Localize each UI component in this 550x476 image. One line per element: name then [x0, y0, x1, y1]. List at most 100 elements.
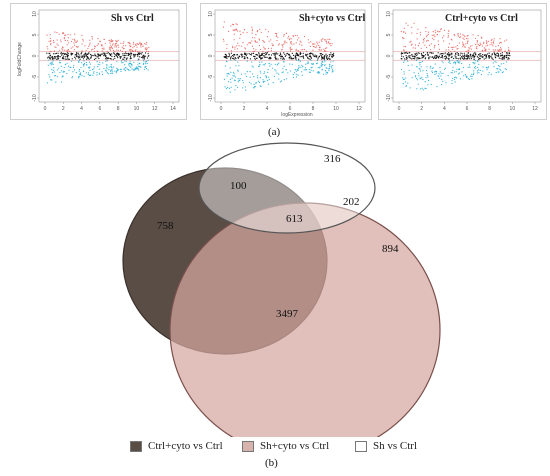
data-point	[121, 62, 123, 64]
data-point	[507, 49, 510, 52]
data-point	[294, 56, 297, 58]
data-point	[425, 87, 427, 90]
data-point	[318, 72, 321, 74]
ma-plot-ctrl-cyto: 0 2 4 6 8 10 12 10 5 0 -5 -10 Ctrl+cyto vs Ctrl	[378, 3, 547, 120]
data-point	[292, 58, 294, 60]
data-point	[485, 40, 487, 42]
data-point	[475, 54, 477, 56]
data-point	[130, 54, 132, 56]
data-point	[299, 60, 301, 62]
data-point	[140, 44, 142, 46]
data-point	[97, 43, 99, 45]
data-point	[462, 37, 464, 39]
data-point	[98, 72, 100, 74]
data-point	[496, 68, 498, 70]
data-point	[298, 65, 300, 67]
data-point	[250, 54, 253, 56]
data-point	[51, 61, 53, 63]
data-point	[474, 65, 476, 67]
data-point	[235, 29, 238, 31]
data-point	[88, 51, 90, 53]
data-point	[468, 78, 470, 81]
data-point	[237, 57, 239, 59]
data-point	[402, 83, 404, 85]
x-tick-label: 10	[134, 106, 140, 112]
data-point	[147, 53, 149, 55]
data-point	[303, 69, 305, 71]
data-point	[115, 46, 118, 48]
data-point	[267, 47, 270, 50]
data-point	[448, 57, 450, 59]
data-point	[459, 78, 462, 80]
data-point	[256, 57, 258, 60]
data-point	[54, 31, 56, 33]
data-point	[83, 56, 85, 58]
count-sh-cyto-only: 894	[382, 243, 399, 255]
data-point	[54, 53, 56, 55]
data-point	[322, 63, 324, 66]
data-point	[56, 56, 58, 58]
data-point	[294, 34, 296, 37]
data-point	[278, 55, 280, 57]
data-point	[81, 34, 83, 36]
data-point	[418, 52, 420, 55]
data-point	[116, 71, 118, 73]
data-point	[265, 75, 267, 77]
data-point	[420, 47, 422, 49]
data-point	[291, 63, 293, 65]
data-point	[258, 39, 260, 41]
data-point	[431, 52, 433, 54]
data-point	[487, 44, 489, 47]
data-point	[271, 67, 274, 69]
data-point	[444, 67, 446, 69]
data-point	[82, 38, 84, 41]
data-point	[284, 41, 286, 43]
data-point	[110, 58, 112, 60]
data-point	[54, 46, 56, 48]
data-point	[499, 42, 501, 44]
data-point	[62, 71, 64, 73]
data-point	[321, 55, 323, 57]
data-point	[67, 40, 69, 42]
data-point	[430, 43, 432, 45]
data-point	[508, 47, 510, 49]
data-point	[425, 40, 428, 42]
data-point	[257, 77, 259, 79]
data-point	[236, 23, 238, 26]
data-point	[61, 57, 64, 60]
data-point	[408, 52, 410, 54]
data-point	[290, 56, 292, 58]
data-point	[119, 57, 121, 59]
data-point	[81, 62, 83, 64]
data-point	[268, 78, 270, 81]
data-point	[310, 59, 312, 62]
data-point	[143, 60, 145, 62]
data-point	[258, 52, 260, 54]
data-point	[475, 43, 477, 46]
data-point	[92, 48, 94, 50]
data-point	[262, 80, 264, 83]
data-point	[243, 58, 245, 60]
data-point	[81, 55, 83, 57]
data-point	[73, 49, 75, 51]
data-point	[501, 57, 503, 59]
data-point	[64, 56, 66, 58]
data-point	[136, 46, 138, 48]
data-point	[308, 55, 310, 58]
data-point	[74, 54, 76, 56]
data-point	[223, 40, 225, 42]
data-point	[328, 67, 330, 70]
data-point	[451, 52, 453, 55]
data-point	[402, 77, 404, 79]
data-point	[131, 63, 133, 65]
data-point	[142, 45, 144, 47]
data-point	[140, 46, 142, 48]
data-point	[56, 69, 59, 71]
data-point	[277, 58, 279, 60]
data-point	[447, 35, 450, 37]
data-point	[316, 59, 318, 62]
data-point	[70, 54, 72, 56]
data-point	[51, 68, 53, 71]
data-point	[91, 36, 93, 38]
data-point	[101, 44, 103, 46]
